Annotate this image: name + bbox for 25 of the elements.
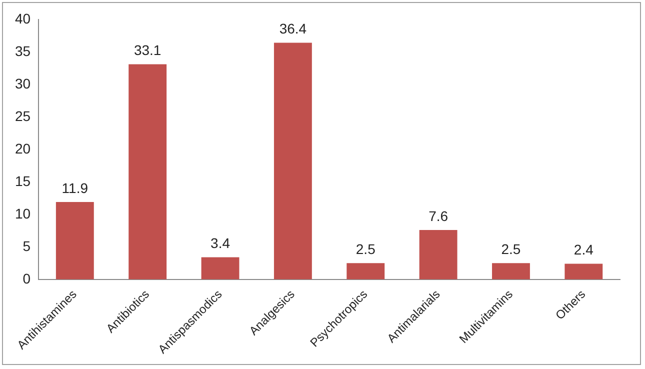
bar <box>419 230 458 280</box>
data-label: 11.9 <box>62 180 88 196</box>
data-label: 7.6 <box>428 208 448 224</box>
y-tick-label: 5 <box>22 238 31 254</box>
bar <box>564 264 603 280</box>
bar <box>201 257 240 280</box>
y-tick-label: 20 <box>14 140 31 156</box>
bar <box>128 64 167 280</box>
bar <box>492 263 530 280</box>
y-tick-label: 40 <box>14 10 31 26</box>
bar <box>274 42 312 280</box>
bar <box>56 202 94 280</box>
data-label: 36.4 <box>279 20 307 37</box>
data-label: 33.1 <box>134 42 162 58</box>
y-tick-label: 35 <box>14 42 31 59</box>
y-tick-label: 15 <box>14 172 31 189</box>
data-label: 2.4 <box>574 242 594 258</box>
y-tick-label: 0 <box>22 270 31 286</box>
y-tick-label: 30 <box>14 75 31 92</box>
data-label: 3.4 <box>210 235 230 252</box>
bar <box>346 263 385 280</box>
data-label: 2.5 <box>356 241 376 258</box>
y-tick-label: 25 <box>14 108 31 124</box>
data-label: 2.5 <box>501 241 521 258</box>
y-tick-label: 10 <box>14 205 31 222</box>
